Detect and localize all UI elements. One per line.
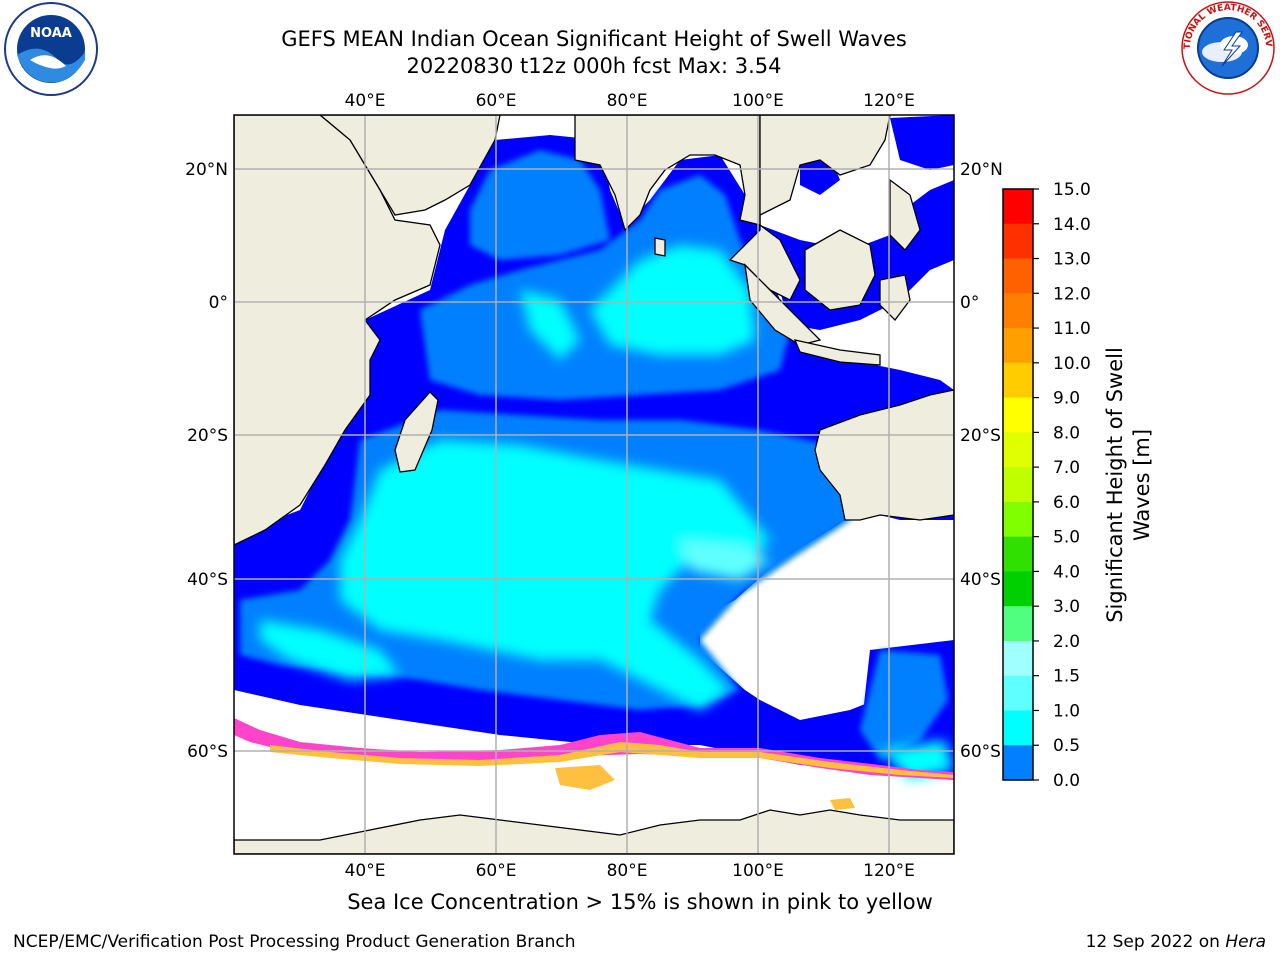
sea-ice-band bbox=[234, 718, 954, 810]
map-gridlines bbox=[234, 115, 954, 854]
colorbar-tick-label: 1.0 bbox=[1053, 701, 1080, 721]
colorbar-tick-label: 5.0 bbox=[1053, 528, 1080, 548]
lat-label: 20°S bbox=[187, 426, 228, 446]
colorbar-swatch bbox=[1003, 328, 1033, 364]
colorbar-swatch bbox=[1003, 745, 1033, 781]
lat-label: 40°S bbox=[960, 570, 1001, 590]
noaa-logo-text: NOAA bbox=[30, 26, 72, 41]
lat-label: 20°N bbox=[185, 160, 228, 180]
colorbar-tick-label: 6.0 bbox=[1053, 493, 1080, 513]
colorbar-swatch bbox=[1003, 258, 1033, 294]
colorbar-swatch bbox=[1003, 467, 1033, 503]
colorbar bbox=[1003, 189, 1033, 781]
antarctica-land bbox=[234, 809, 954, 854]
lon-label: 60°E bbox=[476, 91, 517, 111]
chart-title: GEFS MEAN Indian Ocean Significant Heigh… bbox=[281, 27, 907, 51]
lat-label: 60°S bbox=[187, 742, 228, 762]
colorbar-tick-label: 14.0 bbox=[1053, 215, 1091, 235]
lon-label: 40°E bbox=[345, 861, 386, 881]
colorbar-tick-label: 0.0 bbox=[1053, 771, 1080, 791]
colorbar-tick-label: 0.5 bbox=[1053, 736, 1080, 756]
svg-text:NATIONAL WEATHER SERVICE: NATIONAL WEATHER SERVICE bbox=[0, 0, 1273, 49]
lon-label: 120°E bbox=[863, 91, 915, 111]
land-masses bbox=[234, 115, 954, 854]
map-frame bbox=[233, 114, 955, 855]
sea-ice-note: Sea Ice Concentration > 15% is shown in … bbox=[347, 890, 933, 914]
colorbar-tick-label: 12.0 bbox=[1053, 284, 1091, 304]
lat-labels-left: 20°N 0° 20°S 40°S 60°S bbox=[185, 160, 228, 762]
colorbar-tick-label: 13.0 bbox=[1053, 250, 1091, 270]
colorbar-swatch bbox=[1003, 293, 1033, 329]
colorbar-swatch bbox=[1003, 710, 1033, 746]
nws-logo-icon: NATIONAL WEATHER SERVICE bbox=[0, 0, 1275, 95]
colorbar-tick-label: 7.0 bbox=[1053, 458, 1080, 478]
colorbar-swatch bbox=[1003, 675, 1033, 711]
colorbar-tick-label: 4.0 bbox=[1053, 562, 1080, 582]
lat-label: 20°S bbox=[960, 426, 1001, 446]
sumatra-land bbox=[744, 263, 822, 346]
colorbar-label-line2: Waves [m] bbox=[1130, 429, 1154, 541]
colorbar-tick-label: 11.0 bbox=[1053, 319, 1091, 339]
map-area bbox=[234, 115, 954, 854]
colorbar-swatch bbox=[1003, 223, 1033, 260]
colorbar-swatch bbox=[1003, 571, 1033, 607]
colorbar-tick-label: 10.0 bbox=[1053, 354, 1091, 374]
borneo-land bbox=[804, 229, 876, 311]
lat-labels-right: 20°N 0° 20°S 40°S 60°S bbox=[960, 160, 1003, 762]
nws-logo-text: NATIONAL WEATHER SERVICE bbox=[0, 0, 1273, 49]
india-land bbox=[574, 115, 761, 232]
colorbar-swatch bbox=[1003, 362, 1033, 399]
colorbar-tick-label: 3.0 bbox=[1053, 597, 1080, 617]
colorbar-label: Significant Height of Swell Waves [m] bbox=[1103, 347, 1154, 623]
colorbar-tick-label: 2.0 bbox=[1053, 632, 1080, 652]
credit-right: 12 Sep 2022 on Hera bbox=[1086, 932, 1266, 952]
lon-label: 100°E bbox=[732, 91, 784, 111]
lat-label: 20°N bbox=[960, 160, 1003, 180]
lat-label: 40°S bbox=[187, 570, 228, 590]
credit-machine: Hera bbox=[1225, 932, 1266, 952]
colorbar-tick-label: 15.0 bbox=[1053, 180, 1091, 200]
lon-label: 40°E bbox=[345, 91, 386, 111]
noaa-logo-icon: NOAA bbox=[4, 2, 98, 96]
sulawesi-land bbox=[879, 274, 911, 321]
madagascar-land bbox=[394, 391, 439, 473]
colorbar-swatch bbox=[1003, 501, 1033, 538]
colorbar-swatch bbox=[1003, 189, 1033, 225]
lon-label: 100°E bbox=[732, 861, 784, 881]
lon-label: 120°E bbox=[863, 861, 915, 881]
colorbar-swatch bbox=[1003, 640, 1033, 677]
chart-subtitle: 20220830 t12z 000h fcst Max: 3.54 bbox=[406, 54, 782, 78]
colorbar-frame bbox=[1002, 188, 1034, 781]
lon-labels-bottom: 40°E 60°E 80°E 100°E 120°E bbox=[345, 861, 915, 881]
colorbar-swatch bbox=[1003, 397, 1033, 433]
sri-lanka-land bbox=[654, 237, 666, 257]
lat-label: 0° bbox=[960, 293, 979, 313]
credit-date: 12 Sep 2022 on bbox=[1085, 932, 1220, 952]
colorbar-swatch bbox=[1003, 432, 1033, 468]
lon-label: 80°E bbox=[607, 861, 648, 881]
lon-label: 80°E bbox=[607, 91, 648, 111]
java-land bbox=[793, 339, 881, 366]
colorbar-swatch bbox=[1003, 606, 1033, 642]
australia-land bbox=[814, 389, 954, 521]
colorbar-label-line1: Significant Height of Swell bbox=[1103, 347, 1127, 623]
lon-labels-top: 40°E 60°E 80°E 100°E 120°E bbox=[345, 91, 915, 111]
colorbar-tick-label: 9.0 bbox=[1053, 389, 1080, 409]
colorbar-tick-label: 1.5 bbox=[1053, 667, 1080, 687]
lat-label: 60°S bbox=[960, 742, 1001, 762]
lon-label: 60°E bbox=[476, 861, 517, 881]
philippines-land bbox=[889, 178, 921, 251]
lat-label: 0° bbox=[209, 293, 228, 313]
colorbar-swatch bbox=[1003, 536, 1033, 572]
colorbar-tick-label: 8.0 bbox=[1053, 423, 1080, 443]
credit-left: NCEP/EMC/Verification Post Processing Pr… bbox=[13, 932, 576, 952]
colorbar-ticks: 15.0 14.0 13.0 12.0 11.0 10.0 9.0 8.0 7.0 6.0 5.0 4… bbox=[1033, 180, 1091, 791]
